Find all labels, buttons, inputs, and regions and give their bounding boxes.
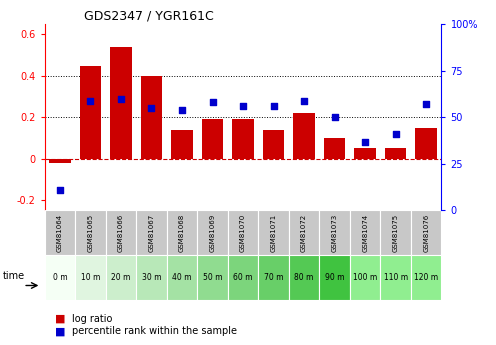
Point [86,98,94,103]
Bar [319,255,350,300]
Text: GSM81068: GSM81068 [179,214,185,252]
Bar [141,76,162,159]
Text: GSM81073: GSM81073 [332,214,338,252]
Text: 20 m: 20 m [111,273,130,282]
Bar [258,210,289,255]
Bar [355,148,376,159]
Bar [167,210,197,255]
Bar [258,255,289,300]
Bar [49,159,70,163]
Bar [350,255,380,300]
Bar [106,255,136,300]
Bar [228,255,258,300]
Bar [380,255,411,300]
Point [147,105,155,111]
Bar [171,130,192,159]
Point [331,115,339,120]
Text: GSM81072: GSM81072 [301,214,307,252]
Bar [289,210,319,255]
Text: GSM81069: GSM81069 [209,214,216,252]
Text: GSM81065: GSM81065 [87,214,93,252]
Text: 90 m: 90 m [325,273,344,282]
Text: GSM81076: GSM81076 [423,214,429,252]
Text: ■: ■ [55,314,68,324]
Text: 50 m: 50 m [203,273,222,282]
Point [239,104,247,109]
Bar [106,210,136,255]
Bar [289,255,319,300]
Point [56,187,64,193]
Point [361,139,369,144]
Bar [263,130,284,159]
Bar [380,210,411,255]
Point [208,100,216,105]
Bar [324,138,345,159]
Text: 60 m: 60 m [233,273,253,282]
Text: 110 m: 110 m [383,273,408,282]
Bar [232,119,254,159]
Point [392,131,400,137]
Bar [411,210,441,255]
Point [422,101,430,107]
Bar [385,148,406,159]
Text: GSM81075: GSM81075 [393,214,399,252]
Text: GSM81066: GSM81066 [118,214,124,252]
Bar [350,210,380,255]
Bar [202,119,223,159]
Bar [294,113,315,159]
Text: 10 m: 10 m [81,273,100,282]
Bar [228,210,258,255]
Point [117,96,125,101]
Text: percentile rank within the sample: percentile rank within the sample [72,326,237,336]
Text: GSM81064: GSM81064 [57,214,63,252]
Text: 0 m: 0 m [53,273,67,282]
Bar [80,66,101,159]
Bar [45,210,75,255]
Point [300,98,308,103]
Bar [75,210,106,255]
Bar [416,128,437,159]
Bar [110,47,131,159]
Bar [411,255,441,300]
Bar [319,210,350,255]
Text: 100 m: 100 m [353,273,377,282]
Text: 80 m: 80 m [295,273,314,282]
Bar [197,210,228,255]
Text: 70 m: 70 m [264,273,283,282]
Text: 120 m: 120 m [414,273,438,282]
Bar [167,255,197,300]
Text: 30 m: 30 m [142,273,161,282]
Point [270,104,278,109]
Bar [75,255,106,300]
Text: GSM81074: GSM81074 [362,214,368,252]
Text: log ratio: log ratio [72,314,112,324]
Point [178,107,186,112]
Text: GSM81070: GSM81070 [240,214,246,252]
Text: 40 m: 40 m [172,273,192,282]
Text: time: time [2,271,25,281]
Bar [136,210,167,255]
Bar [197,255,228,300]
Text: ■: ■ [55,326,68,336]
Bar [136,255,167,300]
Bar [45,255,75,300]
Text: GSM81071: GSM81071 [270,214,277,252]
Text: GDS2347 / YGR161C: GDS2347 / YGR161C [84,10,214,23]
Text: GSM81067: GSM81067 [148,214,154,252]
